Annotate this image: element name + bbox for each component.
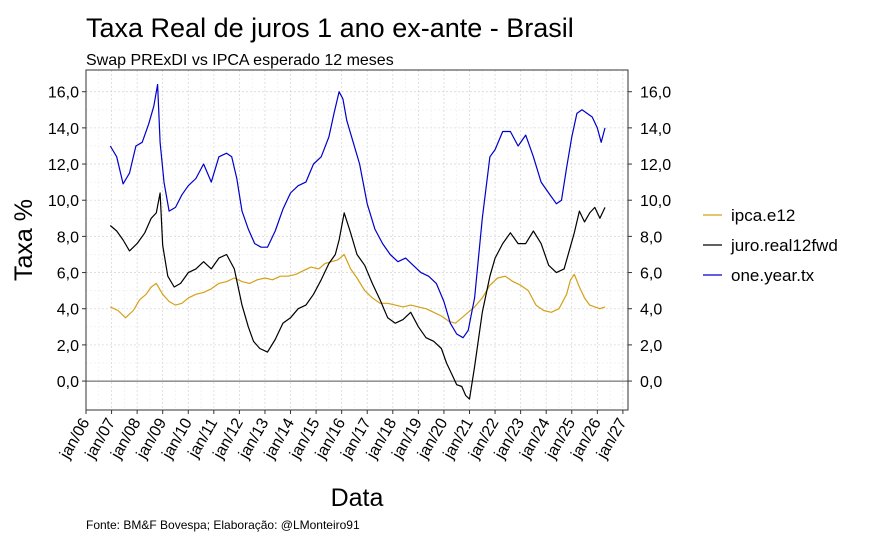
plot-border (85, 69, 629, 411)
legend-label-one-year-tx: one.year.tx (731, 266, 815, 285)
y-tick-label-left: 10,0 (48, 193, 79, 210)
y-tick-label-right: 10,0 (640, 193, 671, 210)
y-tick-label-right: 8,0 (640, 229, 662, 246)
x-axis-title: Data (331, 484, 384, 512)
chart-subtitle: Swap PRExDI vs IPCA esperado 12 meses (86, 52, 394, 69)
y-tick-label-right: 14,0 (640, 121, 671, 138)
y-tick-label-left: 14,0 (48, 121, 79, 138)
legend-label-juro-real12fwd: juro.real12fwd (730, 236, 838, 255)
y-tick-label-left: 12,0 (48, 157, 79, 174)
y-tick-label-right: 12,0 (640, 157, 671, 174)
y-axis-right: 0,0 2,0 4,0 6,0 8,0 10,0 12,0 14,0 16,0 (628, 85, 671, 391)
y-tick-label-right: 16,0 (640, 85, 671, 102)
series-layer (109, 83, 606, 400)
series-line-juro-real12fwd (109, 192, 606, 400)
legend: ipca.e12 juro.real12fwd one.year.tx (703, 206, 838, 285)
y-axis-left: 0,0 2,0 4,0 6,0 8,0 10,0 12,0 14,0 16,0 (48, 85, 86, 391)
y-tick-label-left: 4,0 (57, 302, 79, 319)
y-tick-label-left: 16,0 (48, 85, 79, 102)
y-tick-label-right: 6,0 (640, 266, 662, 283)
y-tick-label-right: 4,0 (640, 302, 662, 319)
series-line-one-year-tx (109, 83, 606, 339)
y-tick-label-right: 2,0 (640, 338, 662, 355)
chart-title: Taxa Real de juros 1 ano ex-ante - Brasi… (86, 13, 574, 43)
y-axis-title: Taxa % (10, 199, 38, 281)
legend-label-ipca-e12: ipca.e12 (731, 206, 795, 225)
y-tick-label-left: 2,0 (57, 338, 79, 355)
series-line-ipca-e12 (110, 253, 606, 324)
chart-caption: Fonte: BM&F Bovespa; Elaboração: @LMonte… (86, 518, 360, 532)
y-tick-label-left: 6,0 (57, 266, 79, 283)
y-tick-label-left: 8,0 (57, 229, 79, 246)
y-tick-label-left: 0,0 (57, 374, 79, 391)
y-tick-label-right: 0,0 (640, 374, 662, 391)
